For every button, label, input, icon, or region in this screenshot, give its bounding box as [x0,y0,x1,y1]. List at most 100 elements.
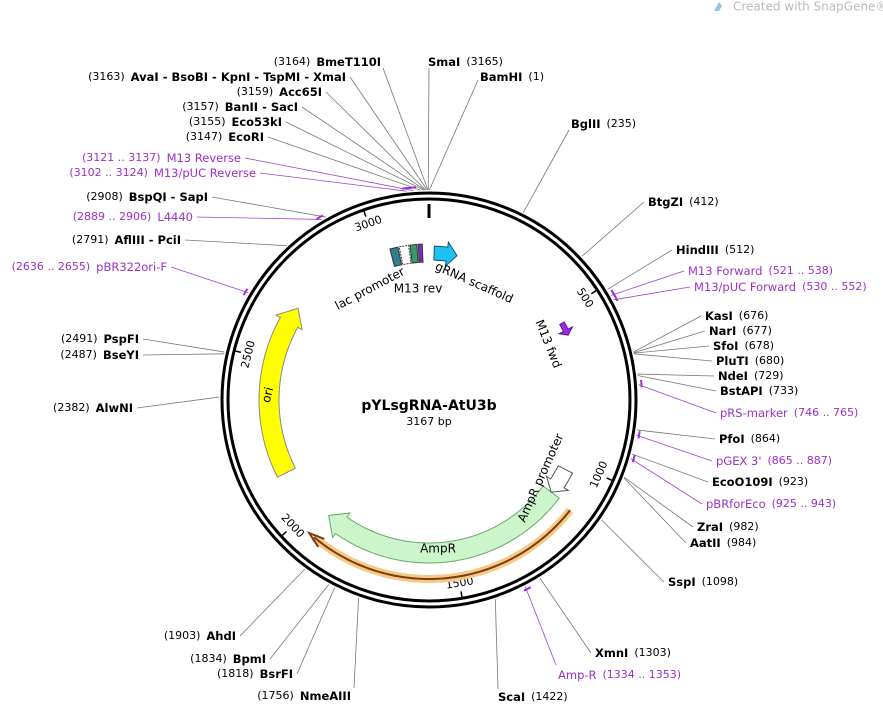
primer-label-line [524,586,557,666]
site-label-pos: (2487) [60,348,97,361]
site-label-name: BglII [571,117,601,131]
site-label: BstAPI (733) [720,384,798,398]
site-label-pos: (677) [742,324,772,337]
primer-label: (3121 .. 3137) M13 Reverse [82,151,241,165]
site-label: (1756) NmeAIII [257,689,351,703]
site-label-name: BspQI - SapI [129,190,208,204]
site-label-pos: (3155) [189,115,226,128]
site-label-name: AatII [690,536,721,550]
site-label-name: AlwNI [96,401,133,415]
site-label-name: BanII - SacI [225,100,298,114]
site-label-pos: (680) [755,354,785,367]
primer-label-pos: (1334 .. 1353) [603,668,682,681]
primer-label: pRS-marker (746 .. 765) [720,406,858,420]
plasmid-name: pYLsgRNA-AtU3b [361,398,496,414]
site-label-name: PluTI [716,354,749,368]
site-label: (2382) AlwNI [53,401,133,415]
site-label-name: AhdI [206,629,236,643]
site-label: (1903) AhdI [164,629,236,643]
primer-label-name: pGEX 3' [716,454,762,468]
site-label-line [382,67,429,191]
site-label-name: SfoI [713,339,738,353]
site-label-line [633,330,706,354]
lac-element [409,243,419,264]
site-label-line [633,345,710,354]
plasmid-length: 3167 bp [406,415,451,428]
site-label-line [239,568,305,637]
site-label-name: ZraI [697,520,723,534]
site-label-line [267,136,421,191]
site-label-line [325,91,426,191]
site-label-line [601,519,665,583]
primer-label: (2636 .. 2655) pBR322ori-F [12,260,167,274]
site-label-name: EcoRI [228,130,264,144]
primer-label-name: pBRforEco [706,497,766,511]
site-label: (1834) BpmI [190,652,266,666]
site-label: NdeI (729) [718,369,784,383]
primer-label: Amp-R (1334 .. 1353) [558,668,681,682]
primer-label-line [259,172,407,192]
scale-label: 3000 [353,213,384,234]
primer-label-line [635,434,713,462]
site-label: (1818) BsrFI [217,667,293,681]
site-label: NarI (677) [709,324,772,338]
site-label-line [539,578,592,654]
site-label: (2487) BseYI [60,348,139,362]
scale-label: 500 [574,286,596,311]
site-label-pos: (412) [689,195,719,208]
site-label: (3155) Eco53kI [189,115,282,129]
lac-element [389,246,403,267]
site-label-line [142,338,225,353]
site-label: ZraI (982) [697,520,759,534]
primer-label: pBRforEco (925 .. 943) [706,497,836,511]
site-label-name: PfoI [719,432,745,446]
site-label-pos: (2791) [72,233,109,246]
site-label: BglII (235) [571,117,636,131]
site-label-pos: (3159) [237,85,274,98]
lac-element [417,243,424,263]
site-label: KasI (676) [705,309,768,323]
scale-label: 2500 [238,339,257,369]
primer-site [523,586,532,592]
site-label-line [427,67,430,191]
site-label-line [301,106,426,191]
site-label-pos: (1098) [702,575,739,588]
site-label-line [136,396,220,409]
site-label: PfoI (864) [719,432,780,446]
primer-site [408,186,417,189]
primer-label-name: pRS-marker [720,406,788,420]
site-label-pos: (923) [779,475,809,488]
site-label: HindIII (512) [676,243,754,257]
site-label-pos: (864) [751,432,781,445]
site-label: PluTI (680) [716,354,784,368]
site-label-line [429,79,479,191]
site-label-pos: (2382) [53,401,90,414]
primer-label-line [613,286,691,301]
site-label: EcoO109I (923) [712,475,808,489]
primer-label-line [244,157,414,191]
site-label-line [142,353,225,356]
site-label-name: PspFI [104,332,139,346]
primer-label-line [610,270,685,296]
primer-site [631,454,636,463]
site-label-line [637,373,715,377]
lac-element [398,244,412,266]
site-label-line [637,375,717,392]
primer-label-line [638,384,717,414]
site-label-pos: (982) [729,520,759,533]
site-label-pos: (235) [607,117,637,130]
ampr-promoter-arrow [545,465,574,493]
primer-site [637,430,641,439]
site-label-pos: (1422) [531,690,568,703]
primer-label-pos: (521 .. 538) [768,264,833,277]
site-label-pos: (1) [528,70,544,83]
site-label: XmnI (1303) [595,646,671,660]
snapgene-icon [714,2,722,11]
site-label-line [523,129,570,213]
site-label-name: KasI [705,309,733,323]
primer-label-pos: (925 .. 943) [772,497,837,510]
primer-site [640,379,643,388]
site-label: (2491) PspFI [61,332,139,346]
site-label-name: BamHI [480,70,522,84]
feature-label: M13 fwd [532,318,564,370]
